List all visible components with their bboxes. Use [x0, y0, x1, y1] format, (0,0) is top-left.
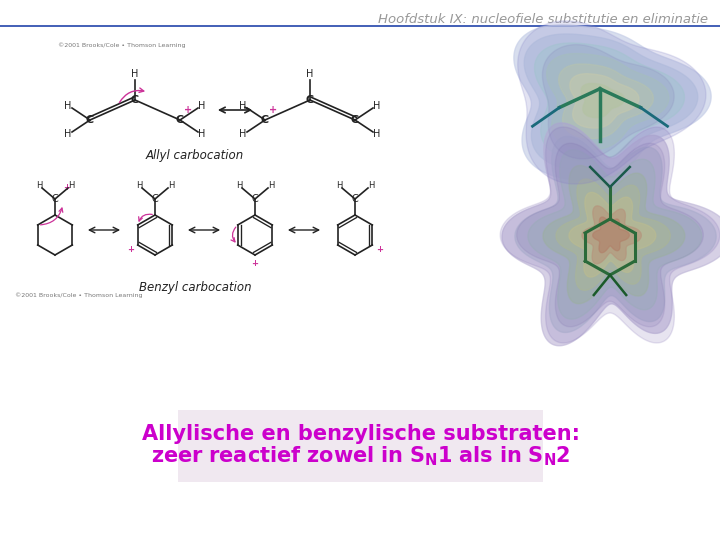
Text: C: C — [261, 115, 269, 125]
Polygon shape — [546, 53, 669, 150]
Polygon shape — [582, 206, 642, 264]
Polygon shape — [542, 45, 674, 159]
Text: H: H — [168, 180, 174, 190]
Text: Benzyl carbocation: Benzyl carbocation — [139, 281, 251, 294]
Text: H: H — [336, 180, 342, 190]
Text: Allylische en benzylische substraten:: Allylische en benzylische substraten: — [142, 424, 580, 444]
Polygon shape — [556, 179, 670, 291]
Text: +: + — [251, 259, 258, 267]
Text: H: H — [268, 180, 274, 190]
Text: C: C — [52, 194, 58, 204]
Text: Allyl carbocation: Allyl carbocation — [146, 148, 244, 161]
Text: C: C — [306, 95, 314, 105]
Polygon shape — [515, 137, 716, 333]
Text: C: C — [351, 194, 359, 204]
Text: H: H — [68, 180, 74, 190]
Text: H: H — [236, 180, 242, 190]
FancyArrowPatch shape — [120, 88, 144, 103]
Polygon shape — [514, 25, 711, 180]
Polygon shape — [559, 64, 653, 138]
Text: +: + — [376, 245, 383, 253]
Polygon shape — [517, 143, 703, 327]
Text: H: H — [368, 180, 374, 190]
Polygon shape — [543, 166, 685, 303]
Polygon shape — [502, 123, 720, 346]
Text: +: + — [63, 183, 70, 192]
FancyBboxPatch shape — [178, 410, 543, 482]
Text: H: H — [373, 101, 381, 111]
Text: H: H — [36, 180, 42, 190]
Text: $\mathbf{zeer\ reactief\ zowel\ in\ S_N1\ als\ in\ S_N2}$: $\mathbf{zeer\ reactief\ zowel\ in\ S_N1… — [150, 444, 570, 468]
Text: ©2001 Brooks/Cole • Thomson Learning: ©2001 Brooks/Cole • Thomson Learning — [15, 292, 143, 298]
Text: C: C — [152, 194, 158, 204]
Text: C: C — [351, 115, 359, 125]
FancyArrowPatch shape — [139, 214, 153, 221]
Polygon shape — [518, 21, 706, 184]
Polygon shape — [524, 34, 698, 171]
FancyArrowPatch shape — [231, 227, 236, 242]
Text: H: H — [64, 101, 72, 111]
Text: H: H — [306, 69, 314, 79]
Text: ©2001 Brooks/Cole • Thomson Learning: ©2001 Brooks/Cole • Thomson Learning — [58, 42, 186, 48]
Text: +: + — [269, 105, 277, 115]
Text: +: + — [127, 245, 134, 253]
Text: H: H — [239, 101, 247, 111]
Polygon shape — [593, 217, 629, 253]
Text: H: H — [136, 180, 142, 190]
Text: H: H — [131, 69, 139, 79]
Polygon shape — [570, 74, 639, 128]
Text: H: H — [198, 129, 206, 139]
Text: H: H — [64, 129, 72, 139]
Polygon shape — [500, 127, 720, 343]
Text: Hoofdstuk IX: nucleofiele substitutie en eliminatie: Hoofdstuk IX: nucleofiele substitutie en… — [378, 13, 708, 26]
Polygon shape — [581, 84, 624, 118]
Text: H: H — [198, 101, 206, 111]
Text: C: C — [131, 95, 139, 105]
Text: C: C — [251, 194, 258, 204]
Polygon shape — [528, 150, 702, 319]
Polygon shape — [569, 192, 656, 277]
Text: H: H — [373, 129, 381, 139]
Text: C: C — [176, 115, 184, 125]
Text: +: + — [184, 105, 192, 115]
FancyArrowPatch shape — [40, 208, 63, 225]
Text: C: C — [86, 115, 94, 125]
Text: H: H — [239, 129, 247, 139]
Polygon shape — [534, 43, 685, 161]
